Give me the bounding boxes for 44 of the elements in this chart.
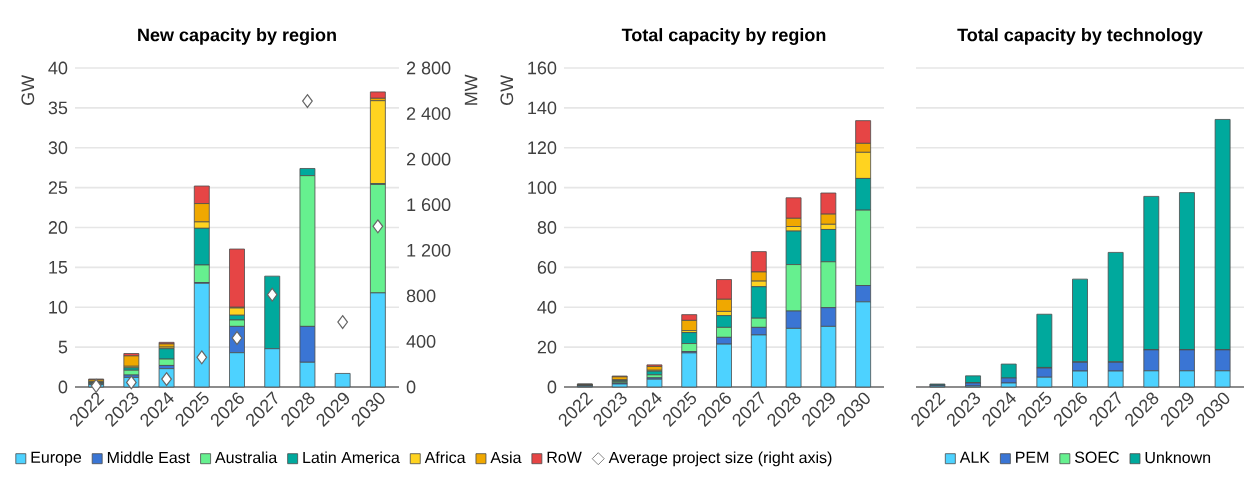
y-tick-label: 60 — [537, 260, 557, 274]
y2-tick-label: 0 — [406, 380, 416, 394]
y-tick-label: 5 — [58, 340, 68, 354]
y-tick-label: 25 — [48, 181, 68, 195]
y-tick-label: 120 — [528, 141, 557, 155]
y2-tick-label: 800 — [406, 289, 436, 303]
legend-label: Australia — [215, 451, 278, 464]
y2-tick-label: 1 200 — [407, 243, 451, 257]
y-tick-label: 40 — [537, 300, 557, 314]
y-tick-label: 40 — [48, 61, 68, 75]
y-tick-label: 80 — [537, 221, 557, 234]
y-tick-label: 100 — [528, 181, 557, 195]
y2-tick-label: 400 — [406, 335, 436, 348]
y-tick-label: 0 — [547, 380, 557, 394]
y-tick-label: 30 — [48, 141, 68, 155]
legend-label: Average project size (right axis) — [608, 451, 832, 467]
legend-label: Asia — [490, 451, 522, 464]
legend-label: Europe — [31, 451, 82, 467]
y-tick-label: 0 — [58, 380, 68, 394]
legend-label: RoW — [547, 451, 582, 463]
y-axis-title: GW — [500, 74, 514, 105]
y2-tick-label: 1 600 — [407, 198, 451, 212]
y-tick-label: 20 — [48, 221, 68, 234]
y2-tick-label: 2 400 — [406, 107, 451, 120]
legend-label: SOEC — [1074, 451, 1119, 463]
legend-label: Africa — [424, 451, 466, 464]
y-tick-label: 10 — [49, 300, 68, 314]
chart-title: New capacity by region — [138, 28, 336, 45]
y-axis-title: GW — [21, 74, 35, 105]
legend-label: PEM — [1016, 451, 1049, 463]
legend-label: Latin America — [303, 451, 400, 464]
y-tick-label: 140 — [528, 101, 557, 115]
y-tick-label: 20 — [537, 340, 557, 354]
y-tick-label: 35 — [48, 101, 68, 115]
y2-tick-label: 2 000 — [406, 152, 451, 166]
y2-tick-label: 2 800 — [406, 61, 451, 75]
chart-title: Total capacity by region — [621, 28, 826, 45]
legend-label: ALK — [959, 451, 990, 463]
y-tick-label: 160 — [528, 61, 557, 75]
y-tick-label: 15 — [49, 261, 68, 274]
y2-axis-title: MW — [464, 74, 478, 105]
legend-label: Middle East — [107, 451, 191, 464]
chart-title: Total capacity by technology — [957, 28, 1203, 45]
legend-label: Unknown — [1145, 451, 1211, 464]
